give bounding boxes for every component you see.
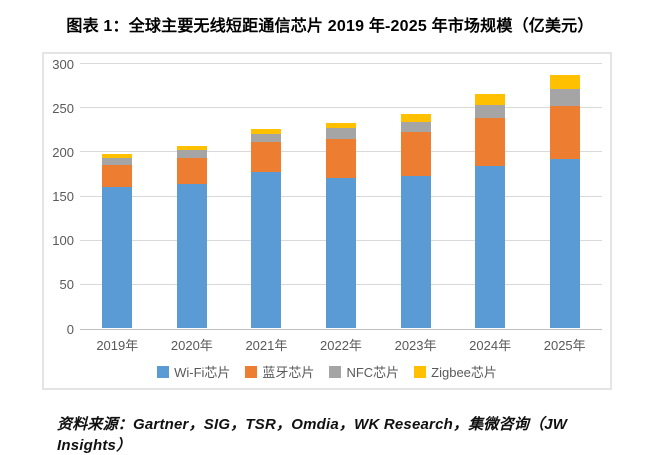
legend-item-Zigbee芯片: Zigbee芯片	[414, 362, 497, 381]
bar-segment-蓝牙芯片	[251, 141, 282, 172]
bar-stack	[400, 114, 431, 328]
bar-stack	[251, 129, 282, 328]
grid-line	[80, 63, 602, 64]
bar-segment-Wi-Fi芯片	[549, 159, 580, 328]
bar-segment-NFC芯片	[475, 104, 506, 118]
legend-item-Wi-Fi芯片: Wi-Fi芯片	[157, 362, 230, 381]
bar-segment-NFC芯片	[102, 158, 133, 165]
bar-group-2024年	[453, 64, 528, 329]
y-tick-label: 100	[52, 233, 74, 249]
bar-segment-Zigbee芯片	[475, 93, 506, 105]
chart-legend: Wi-Fi芯片 蓝牙芯片 NFC芯片 Zigbee芯片	[44, 362, 610, 381]
bar-segment-蓝牙芯片	[325, 138, 356, 178]
bar-group-2025年	[527, 64, 602, 329]
x-axis-line	[80, 329, 602, 330]
plot-area	[80, 63, 602, 330]
bar-segment-Wi-Fi芯片	[102, 186, 133, 328]
x-tick-label: 2024年	[469, 338, 512, 353]
legend-label: 蓝牙芯片	[262, 365, 315, 380]
bar-segment-Zigbee芯片	[102, 154, 133, 159]
bar-segment-Zigbee芯片	[176, 146, 207, 151]
bar-segment-Zigbee芯片	[251, 129, 282, 134]
legend-label: Wi-Fi芯片	[174, 365, 231, 380]
y-tick-label: 50	[59, 277, 74, 293]
bar-group-2020年	[155, 64, 230, 329]
bar-segment-NFC芯片	[325, 128, 356, 139]
bar-segment-蓝牙芯片	[102, 164, 133, 187]
page-title: 图表 1：全球主要无线短距通信芯片 2019 年-2025 年市场规模（亿美元）	[66, 18, 594, 35]
legend-item-NFC芯片: NFC芯片	[329, 362, 399, 381]
bar-segment-蓝牙芯片	[475, 117, 506, 167]
y-tick-label: 200	[52, 144, 74, 160]
bar-segment-Wi-Fi芯片	[475, 166, 506, 328]
bar-segment-NFC芯片	[251, 133, 282, 142]
legend-marker-icon	[245, 365, 258, 378]
bar-segment-蓝牙芯片	[176, 157, 207, 185]
bar-segment-Zigbee芯片	[325, 123, 356, 129]
bar-segment-Wi-Fi芯片	[400, 176, 431, 328]
y-axis-labels: 0 50 100 150 200 250 300	[44, 58, 74, 336]
source-note: 资料来源：Gartner，SIG，TSR，Omdia，WK Research，集…	[57, 416, 568, 454]
legend-item-蓝牙芯片: 蓝牙芯片	[245, 362, 314, 381]
bar-stack	[176, 146, 207, 328]
legend-marker-icon	[414, 365, 427, 378]
bar-segment-Zigbee芯片	[400, 114, 431, 123]
x-tick-label: 2021年	[245, 338, 288, 353]
bar-stack	[102, 154, 133, 328]
bar-group-2023年	[378, 64, 453, 329]
bar-segment-蓝牙芯片	[400, 131, 431, 177]
grid-line	[80, 107, 602, 109]
y-tick-label: 0	[66, 321, 74, 337]
legend-label: NFC芯片	[346, 365, 400, 380]
legend-marker-icon	[329, 365, 342, 378]
chart-container: 0 50 100 150 200 250 300 2019年 2020年 2021年 2022年 2…	[42, 52, 612, 390]
bar-group-2019年	[80, 64, 155, 329]
bar-segment-Wi-Fi芯片	[176, 184, 207, 328]
bar-segment-Wi-Fi芯片	[251, 171, 282, 328]
bar-segment-NFC芯片	[400, 122, 431, 132]
bar-segment-Zigbee芯片	[549, 74, 580, 89]
bar-stack	[325, 123, 356, 328]
bar-segment-蓝牙芯片	[549, 106, 580, 160]
y-tick-label: 300	[52, 56, 74, 72]
x-axis-labels: 2019年 2020年 2021年 2022年 2023年 2024年 2025年	[80, 335, 602, 353]
bar-group-2021年	[229, 64, 304, 329]
bar-stack	[549, 74, 580, 328]
x-tick-label: 2023年	[394, 338, 437, 353]
x-tick-label: 2025年	[543, 338, 586, 353]
x-tick-label: 2020年	[170, 338, 213, 353]
x-tick-label: 2022年	[320, 338, 362, 353]
x-tick-label: 2019年	[96, 338, 139, 353]
bar-group-2022年	[304, 64, 379, 329]
legend-label: Zigbee芯片	[431, 365, 497, 380]
bar-stack	[475, 93, 506, 328]
bar-segment-NFC芯片	[176, 150, 207, 158]
y-tick-label: 150	[52, 189, 74, 204]
y-tick-label: 250	[52, 100, 74, 116]
legend-marker-icon	[157, 365, 170, 378]
bar-segment-Wi-Fi芯片	[325, 177, 356, 328]
bar-segment-NFC芯片	[549, 88, 580, 107]
